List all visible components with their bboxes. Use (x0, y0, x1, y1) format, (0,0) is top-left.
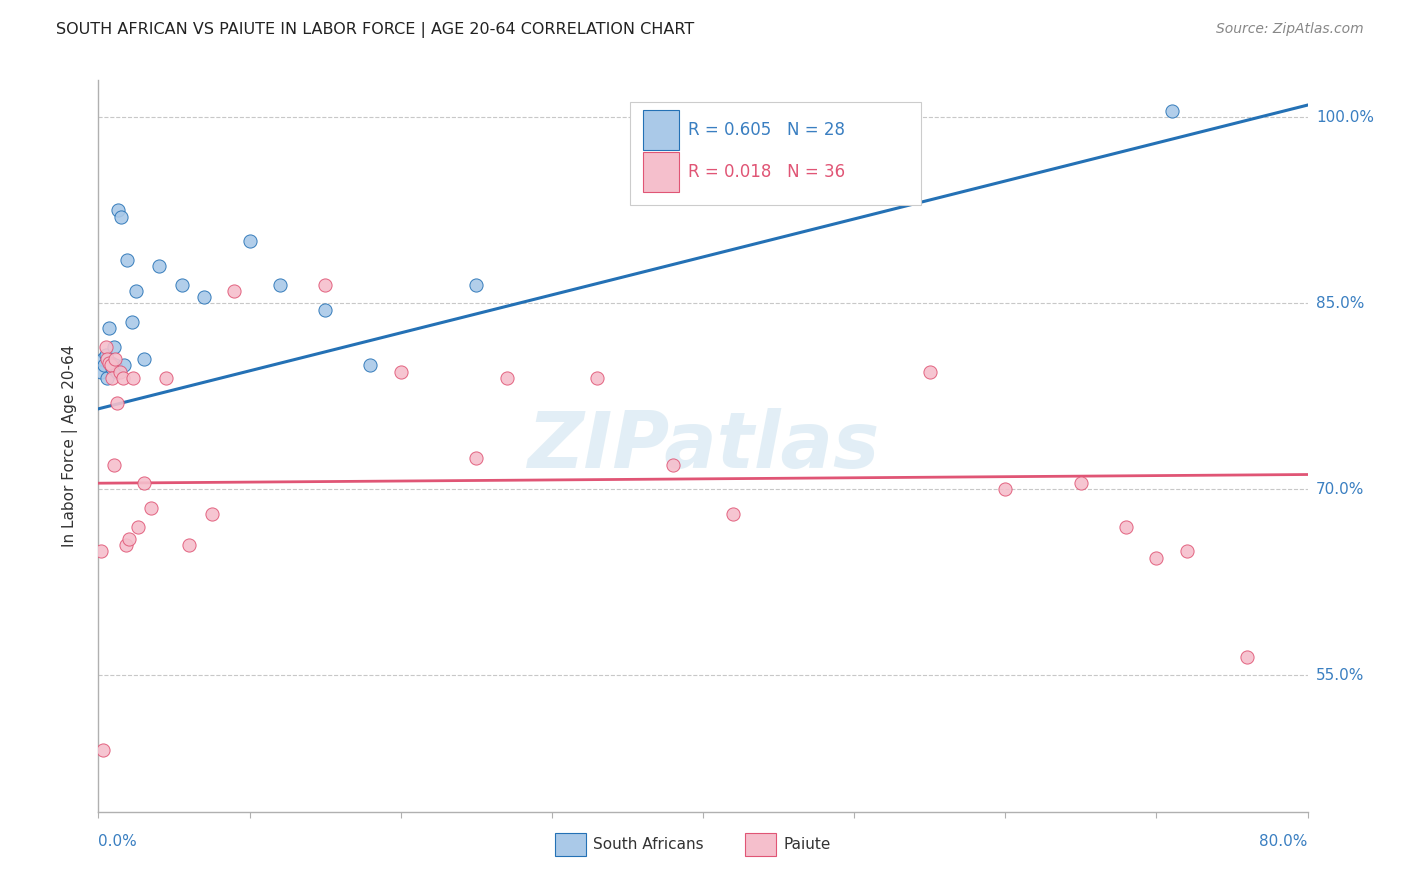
Point (661, 458, 683, 472)
Point (239, 235, 262, 249)
Text: R = 0.605   N = 28: R = 0.605 N = 28 (689, 121, 845, 139)
Text: 0.0%: 0.0% (98, 834, 138, 849)
Text: South Africans: South Africans (593, 838, 704, 852)
Point (148, 259, 170, 273)
Point (723, 507, 745, 521)
Point (115, 253, 138, 268)
Point (91, 743, 114, 757)
Point (465, 277, 488, 292)
Text: ZIPatlas: ZIPatlas (527, 408, 879, 484)
Point (170, 277, 193, 292)
Point (108, 365, 131, 379)
Point (224, 284, 246, 298)
Point (91, 352, 114, 367)
Point (107, 203, 129, 218)
Point (389, 365, 412, 379)
Point (118, 532, 141, 546)
Point (1115, 519, 1137, 533)
Point (125, 284, 148, 298)
Point (98, 356, 121, 370)
Point (114, 538, 136, 552)
Point (103, 340, 125, 354)
Point (111, 371, 134, 385)
Text: 70.0%: 70.0% (1316, 482, 1364, 497)
Point (179, 538, 201, 552)
Text: SOUTH AFRICAN VS PAIUTE IN LABOR FORCE | AGE 20-64 CORRELATION CHART: SOUTH AFRICAN VS PAIUTE IN LABOR FORCE |… (56, 22, 695, 38)
Point (100, 356, 122, 370)
Point (110, 210, 132, 224)
Point (104, 352, 127, 367)
Point (994, 483, 1017, 497)
Point (105, 365, 128, 379)
Point (132, 352, 155, 367)
Point (269, 277, 291, 292)
Point (314, 277, 336, 292)
Point (1175, 544, 1198, 558)
Text: 55.0%: 55.0% (1316, 668, 1364, 683)
Point (201, 507, 224, 521)
Point (105, 395, 128, 409)
Point (141, 500, 163, 515)
Point (723, 111, 745, 125)
Point (132, 476, 155, 491)
Point (1236, 649, 1258, 664)
Point (98, 321, 121, 335)
Point (94, 349, 117, 363)
Point (104, 359, 127, 373)
FancyBboxPatch shape (643, 110, 679, 150)
Point (586, 371, 609, 385)
Point (101, 371, 124, 385)
Point (90, 365, 112, 379)
Point (103, 458, 125, 472)
Point (1160, 104, 1182, 119)
Point (122, 371, 145, 385)
Text: Source: ZipAtlas.com: Source: ZipAtlas.com (1216, 22, 1364, 37)
FancyBboxPatch shape (630, 103, 921, 204)
Point (314, 302, 336, 317)
Y-axis label: In Labor Force | Age 20-64: In Labor Force | Age 20-64 (62, 345, 77, 547)
Point (1070, 476, 1092, 491)
Point (112, 359, 135, 373)
Point (101, 360, 124, 375)
Point (1144, 550, 1167, 565)
Point (127, 519, 149, 533)
Point (93, 359, 115, 373)
Text: Paiute: Paiute (783, 838, 831, 852)
Point (121, 315, 143, 329)
Point (495, 371, 517, 385)
Point (918, 365, 941, 379)
Point (155, 371, 177, 385)
Point (94, 340, 117, 354)
Text: 85.0%: 85.0% (1316, 296, 1364, 311)
Text: 100.0%: 100.0% (1316, 110, 1374, 125)
Text: R = 0.018   N = 36: R = 0.018 N = 36 (689, 162, 845, 181)
Point (96, 352, 118, 367)
Point (360, 359, 382, 373)
Point (193, 290, 215, 304)
Point (100, 359, 122, 373)
Point (465, 451, 488, 466)
Point (90, 544, 112, 558)
Point (96, 371, 118, 385)
Text: 80.0%: 80.0% (1260, 834, 1308, 849)
FancyBboxPatch shape (643, 152, 679, 192)
